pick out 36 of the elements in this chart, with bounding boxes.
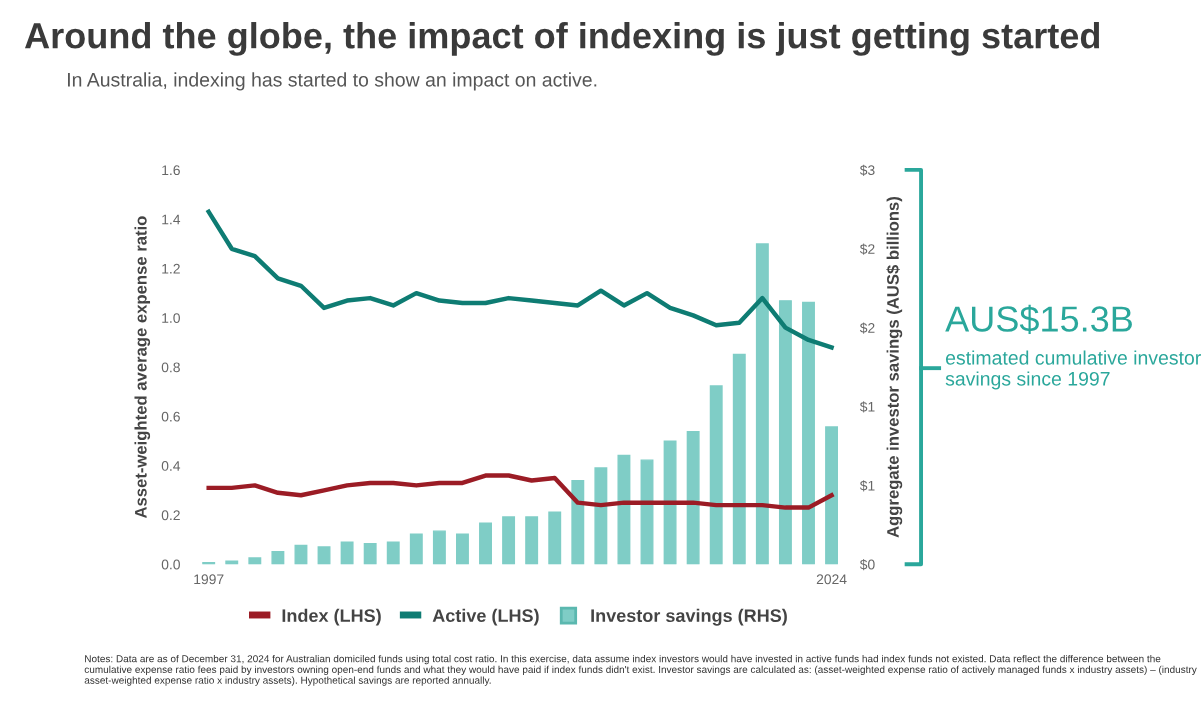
chart-title: Around the globe, the impact of indexing is just getting started	[24, 22, 1100, 56]
bar	[432, 530, 446, 565]
bar	[317, 546, 331, 565]
bar	[455, 533, 469, 565]
bar	[294, 544, 308, 565]
line-series	[206, 473, 834, 510]
bar	[248, 557, 262, 565]
legend-label: Index (LHS)	[282, 608, 381, 626]
bar	[732, 353, 746, 565]
bar	[802, 301, 815, 565]
text: AUS$15.3B	[945, 304, 1132, 334]
legend-label: Active (LHS)	[432, 608, 539, 626]
bar	[755, 243, 769, 565]
bar	[340, 541, 354, 565]
bar	[825, 426, 839, 565]
bar	[663, 440, 677, 565]
bar	[502, 516, 516, 565]
line-series	[206, 209, 834, 350]
bar	[617, 454, 631, 565]
text: estimated cumulative investor savings since 1997	[945, 350, 1201, 390]
bar	[548, 511, 562, 565]
bar	[778, 300, 792, 565]
bar	[709, 385, 723, 565]
bar	[686, 431, 700, 565]
bar	[571, 479, 585, 565]
bar	[409, 533, 423, 565]
bar	[594, 467, 608, 565]
y2-axis-title: Aggregate investor savings (AUS$ billions)	[886, 197, 903, 538]
bar	[525, 516, 539, 565]
bar	[386, 541, 400, 565]
chart-subtitle: In Australia, indexing has started to show an impact on active.	[68, 72, 597, 91]
bar	[479, 522, 492, 565]
y-axis-title: Asset-weighted average expense ratio	[134, 216, 151, 519]
bar	[363, 543, 377, 565]
bar	[271, 550, 285, 565]
legend-label: Investor savings (RHS)	[591, 608, 787, 626]
